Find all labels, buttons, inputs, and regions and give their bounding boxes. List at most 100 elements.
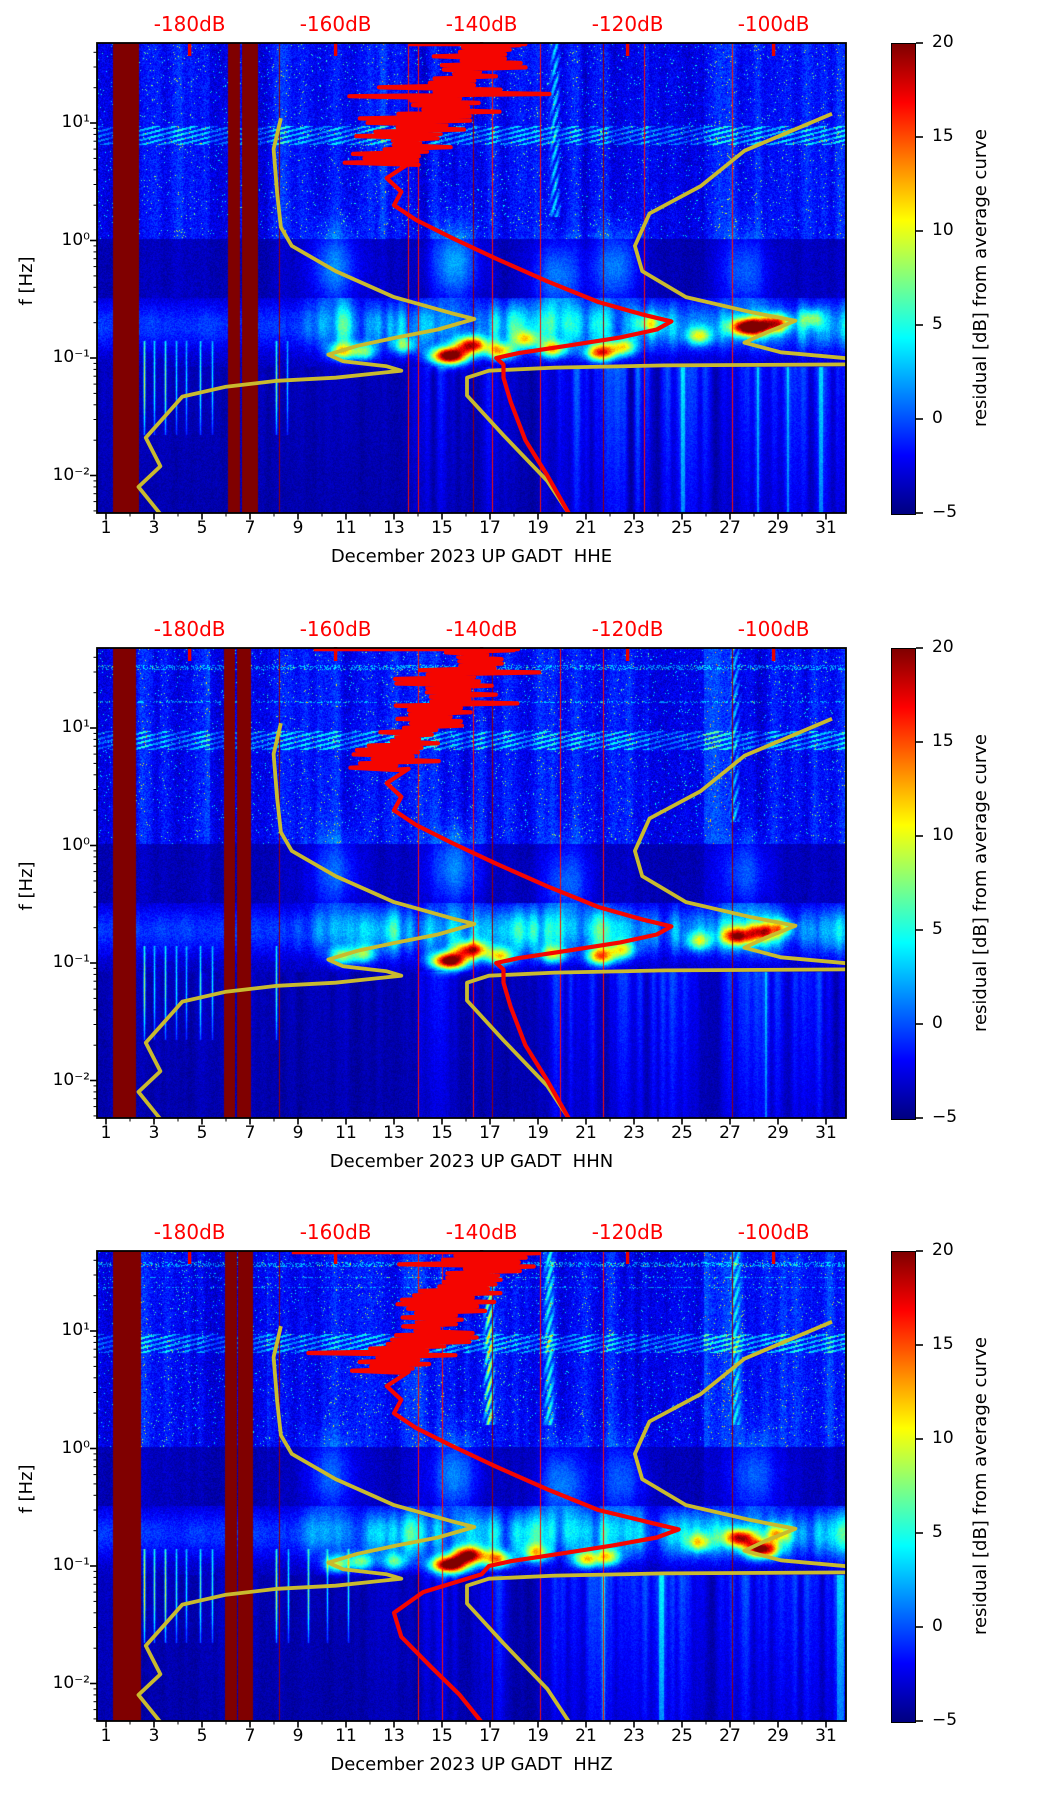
x-tick-label: 13 — [383, 1726, 405, 1746]
top-axis-tick-label: -160dB — [299, 1220, 372, 1244]
x-tick-label: 7 — [244, 518, 256, 538]
x-tick-label: 7 — [244, 1123, 256, 1143]
y-tick-label: 10⁰ — [61, 1437, 90, 1458]
y-tick-label: 10⁻¹ — [52, 1555, 90, 1576]
spectrogram-panel-hhz: -180dB -160dB -140dB -120dB -100dB f [Hz] 10… — [0, 1208, 1052, 1806]
colorbar-label: residual [dB] from average curve — [956, 648, 1004, 1118]
x-tick-label: 21 — [575, 518, 597, 538]
spectrogram-panel-hhe: -180dB -160dB -140dB -120dB -100dB f [Hz] 10… — [0, 0, 1052, 602]
spectrogram-image-hhz — [97, 1251, 846, 1721]
x-tick-label: 21 — [575, 1726, 597, 1746]
x-tick-label: 9 — [292, 1726, 304, 1746]
colorbar-tick-label: 20 — [932, 1240, 954, 1260]
x-axis-title: December 2023 UP GADT HHZ — [330, 1754, 613, 1775]
y-tick-label: 10⁻¹ — [52, 952, 90, 973]
x-tick-label: 3 — [148, 1726, 160, 1746]
x-tick-label: 27 — [719, 518, 741, 538]
x-tick-label: 27 — [719, 1123, 741, 1143]
top-axis-tick-label: -180dB — [153, 617, 226, 641]
colorbar-tick-label: −5 — [932, 1710, 958, 1730]
x-tick-label: 31 — [815, 518, 837, 538]
plot-overlay-hhe — [90, 42, 923, 520]
top-axis-tick-label: -100dB — [737, 1220, 810, 1244]
top-axis-tick-label: -120dB — [591, 1220, 664, 1244]
x-tick-label: 1 — [100, 1726, 112, 1746]
colorbar-tick-label: 0 — [932, 1013, 943, 1033]
colorbar-tick-label: 10 — [932, 1428, 954, 1448]
top-axis-tick-label: -120dB — [591, 12, 664, 36]
plot-overlay-hhn — [90, 647, 923, 1125]
x-tick-label: 17 — [479, 518, 501, 538]
x-tick-label: 3 — [148, 1123, 160, 1143]
top-axis-tick-label: -180dB — [153, 1220, 226, 1244]
colorbar-tick-label: 15 — [932, 731, 954, 751]
top-axis-tick-label: -180dB — [153, 12, 226, 36]
colorbar-label-text: residual [dB] from average curve — [969, 1336, 991, 1636]
x-tick-label: 17 — [479, 1726, 501, 1746]
y-tick-label: 10¹ — [61, 1320, 90, 1341]
y-tick-label: 10⁻² — [52, 1672, 90, 1693]
x-tick-label: 3 — [148, 518, 160, 538]
x-tick-label: 27 — [719, 1726, 741, 1746]
x-tick-label: 23 — [623, 1123, 645, 1143]
colorbar-tick-label: 10 — [932, 220, 954, 240]
top-axis-tick-label: -140dB — [445, 617, 518, 641]
x-tick-label: 15 — [431, 1123, 453, 1143]
colorbar-tick-label: −5 — [932, 502, 958, 522]
colorbar-label: residual [dB] from average curve — [956, 1251, 1004, 1721]
x-tick-label: 1 — [100, 1123, 112, 1143]
colorbar-label: residual [dB] from average curve — [956, 43, 1004, 513]
x-tick-label: 19 — [527, 1123, 549, 1143]
y-tick-label: 10⁻² — [52, 1069, 90, 1090]
colorbar-tick-label: −5 — [932, 1107, 958, 1127]
x-tick-label: 31 — [815, 1726, 837, 1746]
x-tick-label: 11 — [335, 1123, 357, 1143]
x-tick-label: 23 — [623, 518, 645, 538]
colorbar-tick-label: 5 — [932, 919, 943, 939]
y-tick-label: 10¹ — [61, 112, 90, 133]
x-tick-label: 5 — [196, 1123, 208, 1143]
x-tick-label: 29 — [767, 1726, 789, 1746]
x-tick-label: 15 — [431, 1726, 453, 1746]
top-axis-tick-label: -140dB — [445, 12, 518, 36]
x-tick-label: 19 — [527, 1726, 549, 1746]
colorbar — [891, 1251, 916, 1723]
plot-overlay-hhz — [90, 1250, 923, 1728]
top-axis-tick-label: -160dB — [299, 12, 372, 36]
x-tick-label: 29 — [767, 1123, 789, 1143]
colorbar-tick-label: 5 — [932, 314, 943, 334]
top-axis-tick-label: -140dB — [445, 1220, 518, 1244]
x-axis-title: December 2023 UP GADT HHN — [329, 1151, 614, 1172]
colorbar-tick-label: 5 — [932, 1522, 943, 1542]
x-tick-label: 25 — [671, 1123, 693, 1143]
y-tick-label: 10⁻² — [52, 464, 90, 485]
colorbar — [891, 648, 916, 1120]
colorbar-tick-label: 0 — [932, 1616, 943, 1636]
colorbar-tick-label: 0 — [932, 408, 943, 428]
x-tick-label: 9 — [292, 518, 304, 538]
y-tick-label: 10⁻¹ — [52, 347, 90, 368]
top-axis-tick-label: -120dB — [591, 617, 664, 641]
y-tick-label: 10⁰ — [61, 834, 90, 855]
spectrogram-panel-hhn: -180dB -160dB -140dB -120dB -100dB f [Hz] 10… — [0, 605, 1052, 1207]
x-tick-label: 15 — [431, 518, 453, 538]
top-axis-tick-label: -160dB — [299, 617, 372, 641]
x-axis-title: December 2023 UP GADT HHE — [330, 546, 613, 567]
colorbar-tick-label: 20 — [932, 32, 954, 52]
x-tick-label: 23 — [623, 1726, 645, 1746]
x-tick-label: 17 — [479, 1123, 501, 1143]
x-tick-label: 5 — [196, 518, 208, 538]
colorbar-label-text: residual [dB] from average curve — [969, 733, 991, 1033]
x-tick-label: 29 — [767, 518, 789, 538]
x-tick-label: 13 — [383, 1123, 405, 1143]
x-tick-label: 1 — [100, 518, 112, 538]
x-tick-label: 31 — [815, 1123, 837, 1143]
x-tick-label: 13 — [383, 518, 405, 538]
x-tick-label: 19 — [527, 518, 549, 538]
x-tick-label: 21 — [575, 1123, 597, 1143]
y-tick-label: 10¹ — [61, 717, 90, 738]
colorbar — [891, 43, 916, 515]
y-tick-label: 10⁰ — [61, 229, 90, 250]
colorbar-tick-label: 10 — [932, 825, 954, 845]
